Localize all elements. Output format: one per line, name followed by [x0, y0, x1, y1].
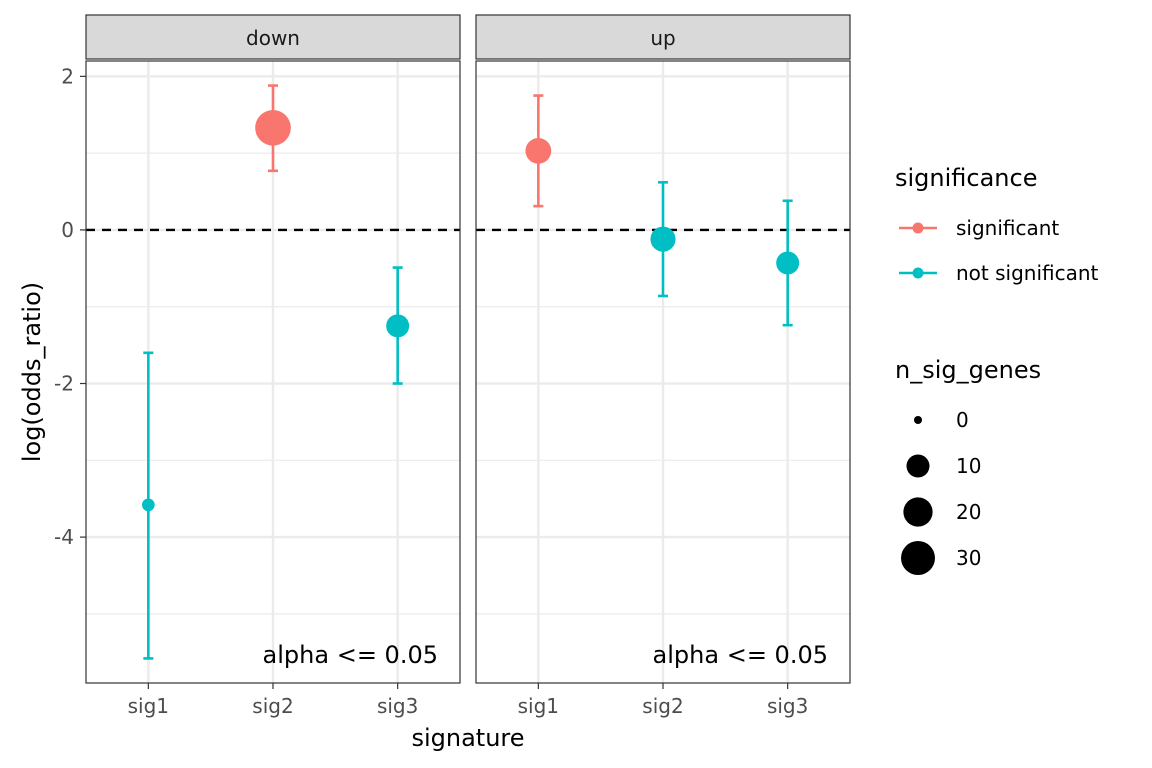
legend-size-marker: [901, 541, 935, 575]
legend-size-title: n_sig_genes: [895, 356, 1041, 384]
legend-size-marker: [914, 416, 922, 424]
y-tick-label: 2: [61, 64, 74, 88]
point-marker: [141, 498, 155, 512]
data-point-down-sig2: [255, 84, 291, 173]
legend-label: not significant: [956, 261, 1099, 285]
legend-size-label: 0: [956, 408, 969, 432]
x-tick-label: sig1: [128, 694, 169, 718]
data-point-up-sig1: [525, 94, 552, 208]
alpha-annotation: alpha <= 0.05: [653, 641, 828, 669]
data-point-up-sig2: [650, 181, 676, 298]
y-tick-label: -4: [54, 525, 74, 549]
facet-strip-label: up: [650, 26, 675, 50]
legend-size-entry: 10: [906, 454, 981, 478]
x-tick-label: sig1: [518, 694, 559, 718]
facet-strip: [475, 14, 851, 60]
y-tick-label: 0: [61, 218, 74, 242]
x-axis-title: signature: [411, 724, 524, 752]
point-marker: [255, 109, 291, 146]
data-point-down-sig1: [141, 351, 155, 660]
facet-strip: [85, 14, 461, 60]
data-point-down-sig3: [386, 266, 410, 385]
legend-size-label: 10: [956, 454, 981, 478]
legend-label: significant: [956, 216, 1059, 240]
legend-entry-not-significant: not significant: [899, 261, 1099, 285]
x-tick-label: sig2: [642, 694, 683, 718]
legend-key-point: [912, 222, 924, 234]
data-point-up-sig3: [776, 199, 800, 327]
x-tick-label: sig3: [377, 694, 418, 718]
point-marker: [776, 251, 800, 275]
alpha-annotation: alpha <= 0.05: [263, 641, 438, 669]
legend-entry-significant: significant: [899, 216, 1059, 240]
legend-size-entry: 0: [914, 408, 969, 432]
x-tick-label: sig3: [767, 694, 808, 718]
legend-size-entry: 30: [901, 541, 981, 575]
legend-size-marker: [906, 454, 930, 478]
legend-key-point: [912, 267, 924, 279]
x-tick-label: sig2: [252, 694, 293, 718]
facet-strip-label: down: [246, 26, 300, 50]
point-marker: [386, 314, 410, 338]
facet-panel-down: down alpha <= 0.05: [85, 14, 461, 684]
legend-size-marker: [903, 497, 933, 527]
point-marker: [525, 137, 552, 164]
legend-significance-title: significance: [895, 164, 1037, 192]
point-marker: [650, 226, 676, 252]
legend-size-entry: 20: [903, 497, 981, 527]
legend-size-label: 30: [956, 546, 981, 570]
legend-size-label: 20: [956, 500, 981, 524]
y-tick-label: -2: [54, 372, 74, 396]
y-axis-title: log(odds_ratio): [18, 282, 46, 462]
